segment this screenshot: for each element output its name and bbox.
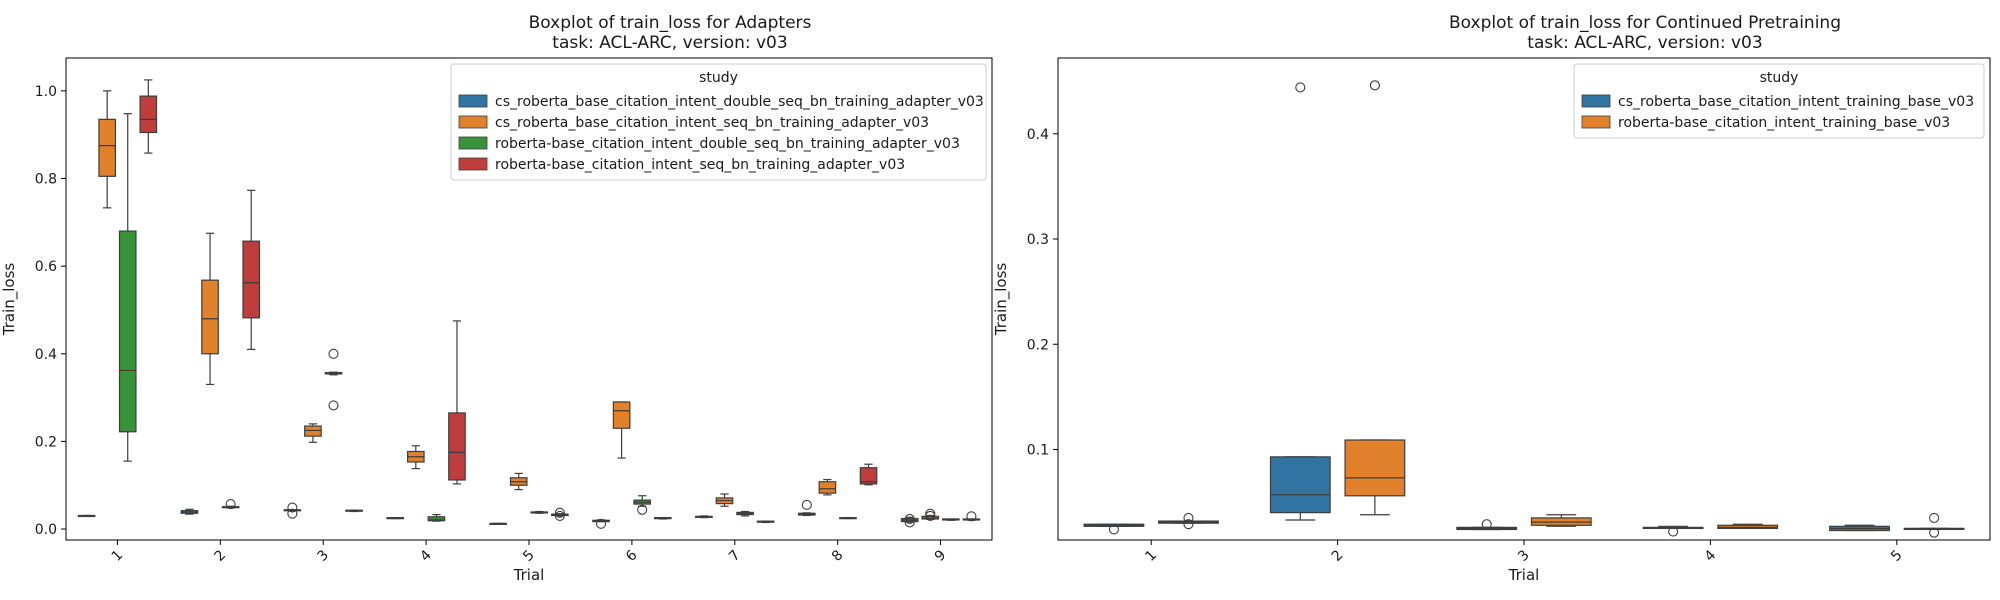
y-tick-label: 1.0 <box>35 84 57 100</box>
box-body <box>818 481 837 494</box>
box-outlier <box>1481 519 1492 530</box>
box-outlier <box>904 517 915 528</box>
y-tick-label: 0.8 <box>35 172 57 188</box>
legend-swatch <box>1581 115 1611 129</box>
box-outlier <box>225 499 236 510</box>
left-chart-title-line2: task: ACL-ARC, version: v03 <box>552 33 787 53</box>
box-outlier <box>637 504 648 515</box>
box-body <box>859 467 878 485</box>
x-tick-label: 7 <box>726 547 744 565</box>
x-axis-label: Trial <box>1508 566 1540 584</box>
box-body <box>139 95 158 134</box>
x-tick-label: 6 <box>623 547 641 565</box>
legend-swatch <box>458 136 488 150</box>
y-tick-label: 0.4 <box>1027 127 1049 143</box>
box-outlier <box>1295 82 1306 93</box>
box-outlier <box>1369 80 1380 91</box>
box-outlier <box>328 348 339 359</box>
box-outlier <box>554 510 565 521</box>
x-tick-label: 9 <box>932 547 950 565</box>
x-axis-label: Trial <box>513 566 545 584</box>
box-body <box>201 279 219 355</box>
legend-entry-label: roberta-base_citation_intent_seq_bn_trai… <box>495 157 905 173</box>
box-body <box>304 425 322 437</box>
box-outlier <box>801 499 812 510</box>
legend-swatch <box>1581 94 1611 108</box>
box-body <box>1269 456 1331 514</box>
x-tick-label: 2 <box>212 547 230 565</box>
x-tick-label: 8 <box>829 547 847 565</box>
left-chart-title-line1: Boxplot of train_loss for Adapters <box>529 13 812 33</box>
box-body <box>1344 439 1406 497</box>
x-tick-label: 3 <box>314 547 332 565</box>
legend-entry-label: cs_roberta_base_citation_intent_double_s… <box>495 94 984 110</box>
box-outlier <box>1108 524 1119 535</box>
box-outlier <box>1183 512 1194 523</box>
legend-entry-label: roberta-base_citation_intent_training_ba… <box>1618 115 1950 131</box>
box-outlier <box>287 508 298 519</box>
y-tick-label: 0.2 <box>1027 337 1049 353</box>
legend-box <box>1573 63 1985 139</box>
y-axis-label: Train_loss <box>992 263 1011 337</box>
right-chart-title-line2: task: ACL-ARC, version: v03 <box>1527 33 1762 53</box>
box-outlier <box>595 518 607 529</box>
box-body <box>118 230 137 433</box>
legend-entry-label: cs_roberta_base_citation_intent_seq_bn_t… <box>495 115 929 131</box>
y-tick-label: 0.0 <box>35 522 57 538</box>
box-body <box>448 412 466 481</box>
x-tick-label: 5 <box>1888 547 1906 565</box>
legend-title: study <box>699 70 738 86</box>
legend-entry-label: cs_roberta_base_citation_intent_training… <box>1618 94 1974 110</box>
box-body <box>98 118 116 177</box>
box-outlier <box>904 513 915 525</box>
box-body <box>242 240 261 319</box>
box-outlier <box>925 510 936 521</box>
legend-box <box>450 63 987 181</box>
y-tick-label: 0.2 <box>35 434 57 450</box>
box-outlier <box>328 400 339 411</box>
x-tick-label: 2 <box>1329 547 1347 565</box>
legend-swatch <box>458 157 488 171</box>
legend-title: study <box>1760 70 1799 86</box>
box-body <box>427 516 446 522</box>
box-outlier <box>966 511 977 522</box>
x-tick-label: 3 <box>1515 547 1533 565</box>
y-tick-label: 0.3 <box>1027 232 1049 248</box>
legend-swatch <box>458 115 488 129</box>
y-tick-label: 0.6 <box>35 259 57 275</box>
y-tick-label: 0.1 <box>1027 442 1049 458</box>
right-chart-title-line1: Boxplot of train_loss for Continued Pret… <box>1449 13 1841 33</box>
box-outlier <box>287 502 298 513</box>
y-axis-label: Train_loss <box>0 263 19 337</box>
box-outlier <box>1929 527 1940 538</box>
legend-swatch <box>458 94 488 108</box>
continued-pretraining-boxplot-panel: 0.1 0.2 0.3 0.4 1 2 3 4 5 Trial Train_loss study cs_… <box>992 57 1991 584</box>
box-outlier <box>1929 512 1940 523</box>
box-outlier <box>1668 526 1679 537</box>
legend-entry-label: roberta-base_citation_intent_double_seq_… <box>495 136 960 152</box>
x-tick-label: 4 <box>417 547 435 565</box>
box-outlier <box>554 507 565 518</box>
adapters-boxplot-panel: 0.0 0.2 0.4 0.6 0.8 1.0 1 2 3 4 5 6 7 8 9 Trial Train_lo… <box>0 57 993 584</box>
x-tick-label: 1 <box>109 547 127 565</box>
y-tick-label: 0.4 <box>35 347 57 363</box>
x-tick-label: 1 <box>1142 547 1160 565</box>
x-tick-label: 5 <box>520 547 538 565</box>
x-tick-label: 4 <box>1702 547 1720 565</box>
box-body <box>612 401 631 429</box>
box-outlier <box>1183 519 1194 530</box>
